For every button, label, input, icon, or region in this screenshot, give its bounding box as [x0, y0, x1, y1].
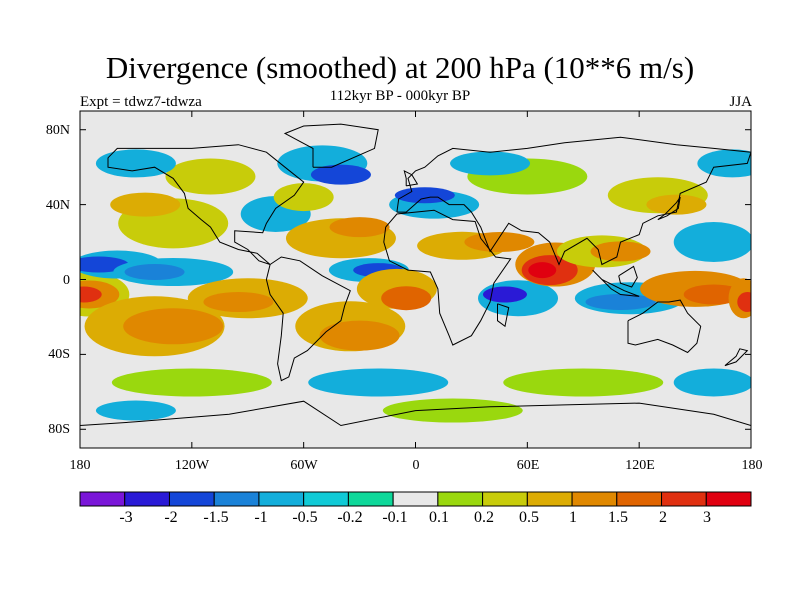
colorbar-swatch: [258, 491, 305, 507]
divergence-cell: [381, 286, 432, 311]
divergence-cell: [124, 264, 185, 281]
season-label: JJA: [729, 94, 752, 110]
colorbar-label: -0.1: [382, 509, 408, 526]
divergence-cell: [673, 222, 751, 263]
colorbar-swatch: [526, 491, 573, 507]
experiment-label: Expt = tdwz7-tdwza: [80, 94, 202, 110]
divergence-cell: [482, 286, 527, 303]
coastline: [265, 256, 351, 382]
coastlines: [80, 123, 751, 427]
divergence-cell: [528, 262, 557, 279]
colorbar-label: 1.5: [608, 509, 628, 526]
colorbar-swatch: [705, 491, 752, 507]
coastline: [383, 209, 512, 346]
divergence-cell: [319, 320, 400, 351]
colorbar-swatch: [482, 491, 528, 507]
coastline: [283, 123, 379, 168]
colorbar-swatch: [303, 491, 349, 507]
coastline: [657, 196, 681, 221]
divergence-cell: [464, 232, 535, 253]
divergence-cell: [308, 368, 449, 397]
lon-label-180e: 180: [741, 458, 763, 473]
colorbar-label: -0.5: [292, 509, 318, 526]
map-title: Divergence (smoothed) at 200 hPa (10**6 …: [105, 50, 695, 85]
lon-label-60e: 60E: [516, 458, 540, 473]
map-field: [80, 111, 751, 448]
divergence-cell: [273, 183, 334, 212]
colorbar-swatch: [124, 491, 170, 507]
colorbar-label: 3: [703, 509, 711, 526]
divergence-cell: [111, 368, 272, 397]
divergence-cell: [394, 187, 455, 204]
divergence-cell: [382, 398, 523, 423]
divergence-cell: [95, 149, 176, 178]
coastline: [80, 400, 751, 427]
coastline: [592, 269, 640, 297]
lon-label-0: 0: [412, 458, 420, 473]
colorbar-label: -3: [119, 509, 133, 526]
coastline: [627, 299, 702, 354]
coastline: [107, 144, 305, 265]
lon-label-120e: 120E: [625, 458, 655, 473]
coastline: [497, 303, 510, 328]
lon-label-60w: 60W: [290, 458, 318, 473]
colorbar-label: 1: [569, 509, 577, 526]
coastline: [403, 169, 419, 187]
colorbar-swatch: [213, 491, 260, 507]
divergence-cell: [310, 164, 371, 185]
lat-label-40s: 40S: [48, 347, 70, 362]
colorbar-label: 0.1: [429, 509, 449, 526]
divergence-cell: [203, 291, 274, 312]
divergence-cell: [123, 308, 224, 345]
lat-label-40n: 40N: [45, 198, 70, 213]
colorbar-swatch: [571, 491, 618, 507]
coastline: [724, 348, 749, 367]
colorbar-swatch: [616, 491, 663, 507]
colorbar-swatch: [392, 491, 439, 507]
lat-label-0: 0: [63, 273, 70, 288]
divergence-cell: [95, 400, 176, 421]
colorbar-label: -1.5: [203, 509, 229, 526]
colorbar-swatch: [79, 491, 126, 507]
coastline: [618, 265, 638, 288]
colorbar: [79, 491, 752, 507]
divergence-cell: [503, 368, 664, 397]
divergence-cell: [110, 192, 181, 217]
colorbar-swatch: [661, 491, 707, 507]
colorbar-label: -2: [164, 509, 178, 526]
lon-label-180w: 180: [69, 458, 91, 473]
period-label: 112kyr BP - 000kyr BP: [329, 88, 471, 104]
colorbar-label: -1: [254, 509, 268, 526]
divergence-cell: [585, 293, 656, 310]
lat-label-80n: 80N: [45, 123, 70, 138]
colorbar-label: 2: [659, 509, 667, 526]
colorbar-label: 0.2: [474, 509, 494, 526]
divergence-cell: [329, 217, 390, 238]
lat-label-80s: 80S: [48, 422, 70, 437]
divergence-cell: [646, 194, 707, 215]
colorbar-swatch: [168, 491, 215, 507]
divergence-cell: [673, 368, 751, 397]
divergence-cell: [590, 241, 651, 262]
colorbar-swatch: [347, 491, 394, 507]
colorbar-label: -0.2: [337, 509, 363, 526]
divergence-cell: [737, 291, 751, 312]
lon-label-120w: 120W: [174, 458, 210, 473]
divergence-cell: [165, 158, 256, 195]
divergence-cell: [450, 151, 531, 176]
divergence-cell: [80, 286, 102, 303]
axis-ticks: [79, 111, 752, 448]
colorbar-swatch: [437, 491, 484, 507]
divergence-contours: [80, 145, 751, 423]
divergence-cell: [697, 149, 751, 178]
coastline: [396, 136, 751, 266]
colorbar-label: 0.5: [519, 509, 539, 526]
